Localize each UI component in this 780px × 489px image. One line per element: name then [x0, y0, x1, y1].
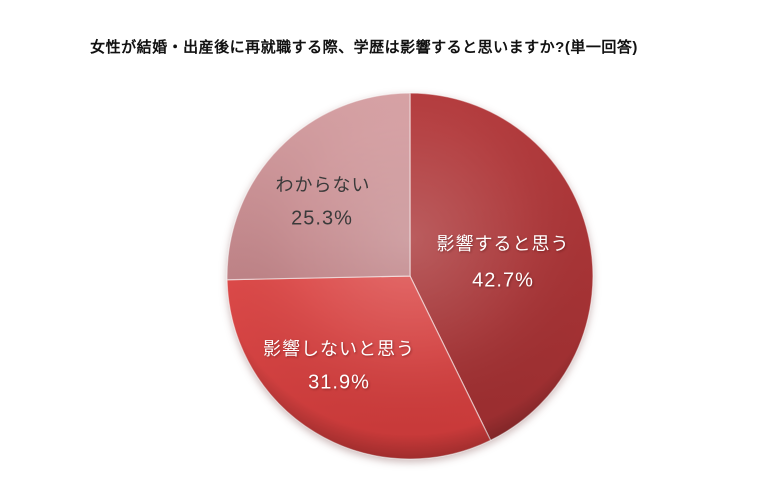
slice-3-label: わからない — [275, 175, 371, 195]
slice-1-label: 影響すると思う — [436, 234, 570, 254]
slice-1-value: 42.7% — [472, 269, 534, 292]
slice-2-label: 影響しないと思う — [263, 339, 415, 359]
chart-title: 女性が結婚・出産後に再就職する際、学歴は影響すると思いますか?(単一回答) — [90, 39, 638, 56]
pie-slices-group — [226, 92, 594, 460]
slice-3-value: 25.3% — [291, 207, 353, 230]
slice-2-value: 31.9% — [308, 371, 370, 394]
